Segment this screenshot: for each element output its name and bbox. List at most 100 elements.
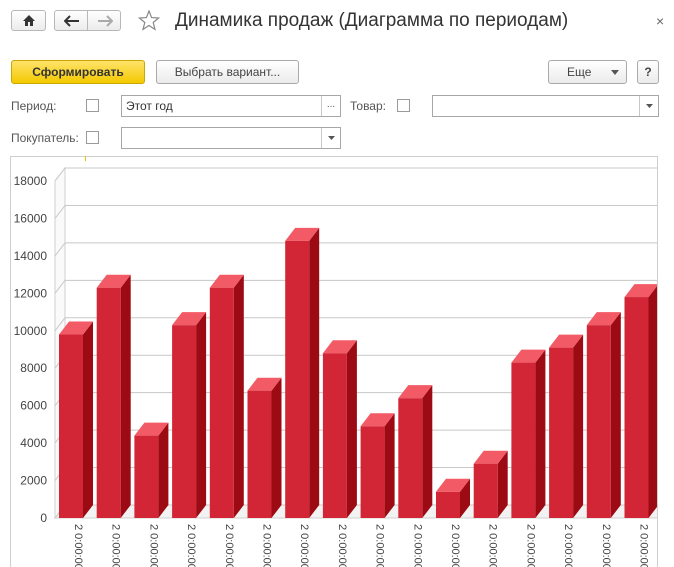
x-tick-label: 2 0:00:00: [185, 524, 197, 567]
bar-top: [473, 450, 508, 464]
bar: [436, 491, 460, 518]
y-tick-label: 0: [40, 511, 47, 525]
buyer-checkbox[interactable]: [86, 131, 99, 144]
bar-side: [158, 422, 169, 518]
x-tick-label: 2 0:00:00: [487, 524, 499, 567]
bar-top: [172, 312, 207, 326]
bar-top: [322, 340, 357, 354]
more-button[interactable]: Еще: [548, 60, 627, 84]
gridline: [54, 279, 657, 294]
arrow-right-icon: [98, 15, 113, 27]
bar-top: [511, 349, 546, 363]
x-tick-label: 2 0:00:00: [147, 524, 159, 567]
bar: [322, 353, 347, 518]
bar-side: [346, 340, 357, 518]
x-tick-label: 2 0:00:00: [261, 524, 273, 567]
x-tick-label: 2 0:00:00: [223, 524, 235, 567]
period-select-button[interactable]: ...: [321, 96, 340, 116]
bar-side: [648, 286, 657, 518]
bar: [586, 325, 611, 518]
triangle-down-icon: [611, 70, 619, 75]
x-tick-label: 2 0:00:00: [72, 524, 84, 567]
star-outline-icon[interactable]: [138, 10, 160, 31]
period-value: Этот год: [126, 99, 173, 113]
chart-area: 0 2000 4000 6000 8000 10000 12000 14000 16000 180…: [10, 156, 658, 567]
x-tick-label: 2 0:00:00: [336, 524, 348, 567]
y-tick-label: 4000: [20, 436, 47, 450]
period-field[interactable]: Этот год ...: [121, 95, 341, 117]
bar: [247, 390, 272, 518]
buyer-dropdown-button[interactable]: [321, 128, 340, 148]
triangle-down-icon: [645, 104, 653, 108]
generate-button[interactable]: Сформировать: [11, 60, 145, 84]
y-tick-label: 16000: [14, 211, 48, 225]
bar-side: [573, 334, 584, 518]
gridline: [54, 317, 657, 332]
bar-side: [422, 385, 433, 518]
x-tick-label: 2 0:00:00: [110, 524, 122, 567]
y-tick-label: 2000: [20, 474, 47, 488]
x-tick-label: 2 0:00:00: [411, 524, 423, 567]
choose-variant-button[interactable]: Выбрать вариант...: [156, 60, 299, 84]
bar: [96, 287, 121, 518]
home-button[interactable]: [11, 10, 46, 31]
forward-button[interactable]: [87, 10, 121, 31]
bar-top: [586, 312, 621, 326]
bar: [59, 334, 83, 518]
bar: [549, 347, 574, 518]
bar: [285, 240, 310, 518]
bar-top: [134, 422, 169, 436]
back-button[interactable]: [54, 10, 88, 31]
gridline: [54, 204, 657, 219]
window-header: Динамика продаж (Диаграмма по периодам) …: [0, 0, 674, 44]
bar-top: [624, 284, 657, 298]
close-icon[interactable]: ×: [656, 13, 665, 29]
bar-top: [59, 321, 93, 335]
buyer-field[interactable]: [121, 127, 341, 149]
x-tick-label: 2 0:00:00: [600, 524, 612, 567]
bar: [624, 297, 649, 518]
x-tick-label: 2 0:00:00: [298, 524, 310, 567]
y-tick-label: 14000: [14, 249, 48, 263]
bar: [134, 435, 159, 518]
period-checkbox[interactable]: [86, 99, 99, 112]
product-dropdown-button[interactable]: [639, 96, 658, 116]
more-button-label: Еще: [567, 65, 592, 79]
y-tick-label: 8000: [20, 361, 47, 375]
bar-side: [535, 349, 546, 518]
gridline: [54, 242, 657, 257]
y-tick-label: 10000: [14, 324, 48, 338]
home-icon: [23, 15, 35, 26]
arrow-left-icon: [64, 15, 79, 27]
triangle-down-icon: [327, 136, 335, 140]
x-tick-label: 2 0:00:00: [562, 524, 574, 567]
product-checkbox[interactable]: [397, 99, 410, 112]
bar-top: [247, 377, 282, 391]
x-tick-label: 2 0:00:00: [638, 524, 650, 567]
bar: [511, 362, 536, 518]
x-tick-label: 2 0:00:00: [524, 524, 536, 567]
bar: [360, 426, 385, 518]
y-tick-label: 12000: [14, 286, 48, 300]
product-label: Товар:: [350, 99, 386, 113]
bar-top: [360, 413, 395, 427]
bar-side: [271, 377, 282, 518]
bar-top: [436, 478, 470, 492]
bar-top: [96, 274, 131, 288]
bar-side: [384, 413, 395, 518]
bar: [398, 398, 423, 518]
bar-side: [309, 227, 320, 518]
help-button[interactable]: ?: [637, 60, 659, 84]
x-tick-label: 2 0:00:00: [374, 524, 386, 567]
bar-side: [610, 312, 621, 518]
bar-side: [196, 312, 207, 518]
x-tick-label: 2 0:00:00: [449, 524, 461, 567]
product-field[interactable]: [432, 95, 659, 117]
y-tick-label: 18000: [14, 174, 48, 188]
bar: [172, 325, 197, 518]
bar-side: [233, 274, 244, 518]
y-tick-label: 6000: [20, 399, 47, 413]
bar: [209, 287, 234, 518]
bar-side: [497, 450, 508, 518]
bar-top: [549, 334, 584, 348]
